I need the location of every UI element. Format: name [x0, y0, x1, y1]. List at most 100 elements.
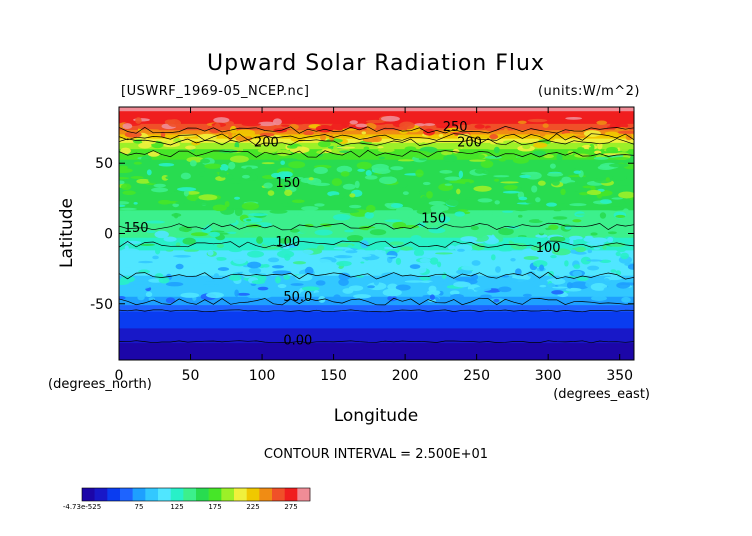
field-patch [575, 213, 595, 216]
field-patch [278, 183, 284, 188]
field-patch [437, 261, 442, 268]
field-patch [539, 264, 545, 271]
field-patch [590, 232, 598, 236]
field-patch [556, 153, 563, 162]
colorbar-swatch [158, 488, 171, 501]
field-patch [203, 284, 220, 287]
field-patch [603, 278, 611, 285]
field-patch [246, 250, 265, 258]
field-patch [367, 285, 375, 289]
colorbar-label: 175 [208, 503, 221, 511]
field-band [119, 324, 634, 327]
field-band [119, 349, 634, 353]
field-patch [368, 261, 375, 268]
field-patch [502, 190, 520, 194]
field-band [119, 189, 634, 192]
contour-line [119, 271, 634, 280]
y-unit-label: (degrees_north) [48, 377, 152, 392]
field-patch [547, 172, 564, 177]
field-patch [564, 260, 569, 267]
field-patch [265, 148, 281, 152]
field-patch [356, 161, 372, 170]
field-patch [228, 247, 243, 253]
field-patch [307, 215, 314, 219]
field-patch [135, 117, 142, 124]
contour-label: 200 [254, 135, 279, 150]
field-band [119, 313, 634, 317]
field-band [119, 235, 634, 239]
field-patch [373, 277, 380, 286]
field-patch [313, 166, 328, 175]
field-patch [196, 164, 207, 169]
field-patch [430, 204, 449, 213]
field-patch [165, 282, 184, 287]
field-patch [404, 146, 417, 151]
field-patch [245, 166, 253, 174]
field-band [119, 203, 634, 207]
field-patch [464, 181, 471, 186]
field-band [119, 199, 634, 203]
field-patch [456, 269, 473, 275]
field-patch [522, 144, 531, 150]
field-patch [572, 219, 582, 223]
field-band [119, 125, 634, 129]
field-patch [532, 142, 548, 148]
field-band [119, 180, 634, 184]
field-patch [493, 146, 500, 154]
field-patch [454, 142, 466, 148]
field-patch [481, 169, 498, 175]
field-patch [127, 271, 140, 275]
field-patch [565, 116, 583, 120]
field-patch [480, 160, 494, 169]
field-patch [443, 154, 458, 162]
contour-line [119, 240, 634, 249]
field-band [119, 115, 634, 119]
field-patch [461, 265, 477, 271]
field-patch [138, 260, 153, 264]
field-patch [618, 183, 631, 187]
field-patch [577, 147, 585, 151]
field-band [119, 142, 634, 146]
field-patch [596, 120, 608, 125]
field-patch [563, 190, 580, 197]
field-patch [345, 250, 358, 254]
field-patch [410, 235, 422, 241]
field-band [119, 157, 634, 161]
field-patch [242, 174, 250, 179]
field-patch [588, 143, 595, 152]
field-patch [586, 189, 602, 196]
x-unit-label: (degrees_east) [553, 387, 650, 402]
field-patch [583, 236, 596, 242]
field-patch [435, 126, 454, 129]
field-patch [493, 298, 500, 303]
field-patch [388, 144, 404, 148]
field-patch [439, 170, 453, 174]
field-patch [209, 231, 221, 238]
field-patch [593, 247, 601, 250]
x-tick-label: 150 [320, 368, 347, 384]
field-patch [532, 260, 548, 268]
contour-label: 200 [457, 135, 482, 150]
field-patch [133, 161, 143, 165]
field-patch [336, 260, 352, 267]
field-patch [558, 272, 565, 278]
colorbar-swatch [183, 488, 197, 501]
field-patch [514, 149, 519, 152]
field-patch [157, 165, 176, 173]
field-patch [398, 269, 416, 273]
field-band [119, 225, 634, 228]
field-patch [384, 219, 403, 223]
field-patch [416, 208, 432, 215]
field-patch [193, 263, 212, 270]
field-patch [182, 237, 196, 245]
field-patch [353, 249, 369, 257]
field-patch [342, 128, 357, 131]
field-patch [314, 203, 325, 207]
field-patch [560, 188, 566, 196]
field-patch [439, 216, 451, 223]
field-patch [471, 260, 481, 266]
field-patch [448, 123, 459, 127]
colorbar-swatch [196, 488, 209, 501]
